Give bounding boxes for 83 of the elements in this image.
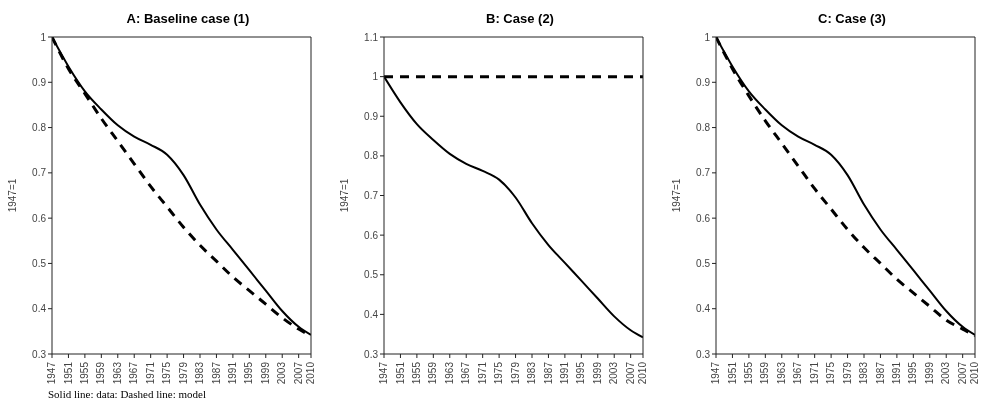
x-tick-label: 1959 xyxy=(95,361,107,385)
x-tick-label: 1955 xyxy=(78,361,90,385)
x-tick-label: 1955 xyxy=(410,361,422,385)
x-tick-label: 1983 xyxy=(194,361,206,385)
y-tick-label: 0.7 xyxy=(364,190,379,202)
x-tick-label: 1963 xyxy=(775,361,787,385)
y-tick-label: 0.6 xyxy=(32,212,47,224)
y-tick-label: 0.3 xyxy=(364,348,379,360)
x-tick-label: 2007 xyxy=(624,361,636,385)
x-tick-label: 1951 xyxy=(726,361,738,385)
x-tick-label: 1999 xyxy=(591,361,603,385)
x-tick-label: 1967 xyxy=(128,361,140,385)
x-tick-label: 1975 xyxy=(161,361,173,385)
x-tick-label: 1987 xyxy=(874,361,886,385)
text: Solid line: data: Dashed line: model xyxy=(48,388,207,400)
x-tick-label: 1979 xyxy=(177,361,189,385)
y-tick-label: 0.8 xyxy=(364,150,379,162)
y-tick-label: 1 xyxy=(40,31,47,43)
x-tick-label: 2003 xyxy=(608,361,620,385)
y-axis-title: 1947=1 xyxy=(338,178,350,213)
y-tick-label: 0.7 xyxy=(32,167,47,179)
y-tick-label: 1 xyxy=(704,31,711,43)
x-tick-label: 1979 xyxy=(841,361,853,385)
y-tick-label: 0.9 xyxy=(32,76,47,88)
x-tick-label: 1999 xyxy=(259,361,271,385)
x-tick-label: 1951 xyxy=(394,361,406,385)
y-tick-label: 0.5 xyxy=(364,269,379,281)
y-tick-label: 0.9 xyxy=(364,110,379,122)
x-tick-label: 1975 xyxy=(493,361,505,385)
x-tick-label: 2010 xyxy=(637,361,649,385)
x-tick-label: 2010 xyxy=(969,361,981,385)
x-tick-label: 1951 xyxy=(62,361,74,385)
x-tick-label: 1955 xyxy=(742,361,754,385)
x-tick-label: 1983 xyxy=(858,361,870,385)
y-tick-label: 1.1 xyxy=(364,31,379,43)
y-tick-label: 0.6 xyxy=(696,212,711,224)
y-tick-label: 0.7 xyxy=(696,167,711,179)
x-tick-label: 1971 xyxy=(476,361,488,385)
x-tick-label: 1995 xyxy=(575,361,587,385)
x-tick-label: 2010 xyxy=(305,361,317,385)
x-tick-label: 1959 xyxy=(427,361,439,385)
y-axis-title: 1947=1 xyxy=(6,178,18,213)
chart-title: B: Case (2) xyxy=(485,10,555,28)
x-tick-label: 2007 xyxy=(292,361,304,385)
x-tick-label: 1967 xyxy=(792,361,804,385)
x-tick-label: 1971 xyxy=(144,361,156,385)
x-tick-label: 1947 xyxy=(378,361,390,385)
y-tick-label: 0.4 xyxy=(364,308,379,320)
y-tick-label: 0.4 xyxy=(32,303,47,315)
y-tick-label: 0.8 xyxy=(696,122,711,134)
x-tick-label: 1983 xyxy=(526,361,538,385)
x-tick-label: 1971 xyxy=(808,361,820,385)
y-axis-title: 1947=1 xyxy=(670,178,682,213)
x-tick-label: 1995 xyxy=(243,361,255,385)
y-tick-label: 0.5 xyxy=(696,257,711,269)
x-tick-label: 1999 xyxy=(923,361,935,385)
x-tick-label: 1987 xyxy=(542,361,554,385)
y-tick-label: 0.8 xyxy=(32,122,47,134)
x-tick-label: 1991 xyxy=(558,361,570,385)
x-tick-label: 2003 xyxy=(276,361,288,385)
y-tick-label: 0.3 xyxy=(32,348,47,360)
y-tick-label: 0.9 xyxy=(696,76,711,88)
y-tick-label: 0.6 xyxy=(364,229,379,241)
x-tick-label: 1947 xyxy=(46,361,58,385)
x-tick-label: 1995 xyxy=(907,361,919,385)
y-tick-label: 0.3 xyxy=(696,348,711,360)
y-tick-label: 0.5 xyxy=(32,257,47,269)
x-tick-label: 1979 xyxy=(509,361,521,385)
x-tick-label: 1975 xyxy=(825,361,837,385)
x-tick-label: 1967 xyxy=(460,361,472,385)
x-tick-label: 1963 xyxy=(111,361,123,385)
y-tick-label: 0.4 xyxy=(696,303,711,315)
x-tick-label: 1987 xyxy=(210,361,222,385)
y-tick-label: 1 xyxy=(372,71,379,83)
x-tick-label: 2003 xyxy=(940,361,952,385)
chart-title: A: Baseline case (1) xyxy=(125,10,251,28)
chart-title: C: Case (3) xyxy=(817,10,887,28)
x-tick-label: 1963 xyxy=(443,361,455,385)
x-tick-label: 2007 xyxy=(956,361,968,385)
x-tick-label: 1991 xyxy=(890,361,902,385)
x-tick-label: 1947 xyxy=(710,361,722,385)
x-tick-label: 1991 xyxy=(226,361,238,385)
x-tick-label: 1959 xyxy=(759,361,771,385)
